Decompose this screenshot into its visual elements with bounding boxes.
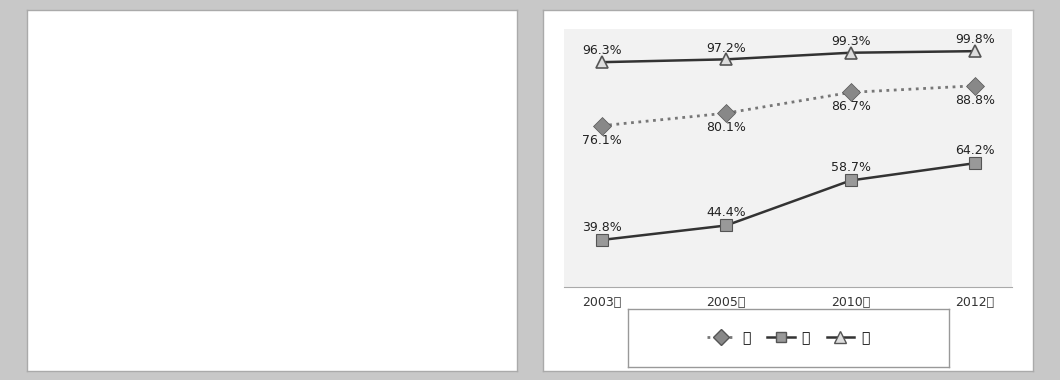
Line: 구: 구 xyxy=(596,46,980,68)
Text: 39.8%: 39.8% xyxy=(582,221,621,234)
Bar xyxy=(88,116,91,332)
군 xyxy=(720,223,732,228)
Line: 군: 군 xyxy=(596,158,980,245)
Text: 64.2%: 64.2% xyxy=(955,144,994,157)
Text: 99.3%: 99.3% xyxy=(831,35,870,48)
시 xyxy=(844,90,856,95)
Bar xyxy=(416,70,419,333)
군 xyxy=(844,178,856,183)
Text: 68.5%: 68.5% xyxy=(88,100,127,112)
Text: 88.8%: 88.8% xyxy=(955,93,995,107)
Text: 76.1%: 76.1% xyxy=(582,134,621,147)
Text: 80.0%: 80.0% xyxy=(306,63,347,76)
Text: 83.3%: 83.3% xyxy=(416,53,456,66)
시 xyxy=(720,111,732,116)
구 xyxy=(596,60,608,65)
Bar xyxy=(414,70,456,333)
Line: 시: 시 xyxy=(596,79,982,132)
Bar xyxy=(197,105,200,332)
구 xyxy=(844,51,856,55)
Text: 96.3%: 96.3% xyxy=(582,44,621,57)
군 xyxy=(596,238,608,242)
Text: 97.2%: 97.2% xyxy=(706,42,746,55)
Bar xyxy=(306,80,310,332)
Text: 58.7%: 58.7% xyxy=(831,161,870,174)
Text: 44.4%: 44.4% xyxy=(706,206,746,219)
Text: 99.8%: 99.8% xyxy=(955,33,995,46)
구 xyxy=(720,57,732,62)
Bar xyxy=(87,116,128,332)
Text: 86.7%: 86.7% xyxy=(831,100,870,113)
구 xyxy=(969,49,982,54)
Text: 72.2%: 72.2% xyxy=(197,88,236,101)
Legend: 시, 군, 구: 시, 군, 구 xyxy=(702,325,876,351)
군 xyxy=(969,161,982,165)
시 xyxy=(969,84,982,88)
Bar xyxy=(196,105,237,332)
Text: 80.1%: 80.1% xyxy=(706,121,746,134)
시 xyxy=(596,124,608,128)
Bar xyxy=(305,80,347,332)
